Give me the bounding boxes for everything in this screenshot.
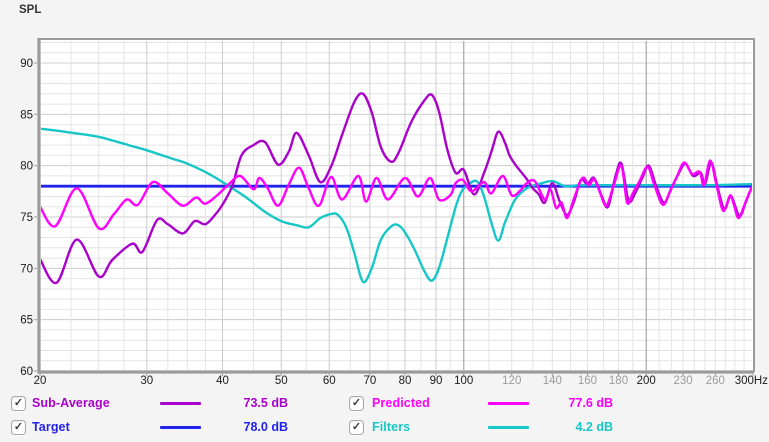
predicted-db-value: 77.6 dB bbox=[568, 396, 613, 410]
sub-average-label: Sub-Average bbox=[32, 396, 110, 410]
svg-text:300Hz: 300Hz bbox=[735, 375, 768, 387]
svg-text:180: 180 bbox=[609, 375, 628, 387]
predicted-line-swatch bbox=[488, 402, 529, 405]
filters-label: Filters bbox=[372, 420, 411, 434]
svg-text:260: 260 bbox=[706, 375, 725, 387]
sub-average-db-value: 73.5 dB bbox=[243, 396, 288, 410]
plot-frame-top-right bbox=[39, 38, 755, 372]
predicted-checkbox[interactable]: ✓ bbox=[349, 396, 364, 411]
predicted-label: Predicted bbox=[372, 396, 430, 410]
svg-text:70: 70 bbox=[363, 375, 376, 387]
curves bbox=[41, 92, 752, 284]
x-axis-tick-labels: 20 30 40 50 60 70 80 90 100 120 140 160 180 200 230 260… bbox=[34, 373, 768, 387]
svg-text:40: 40 bbox=[216, 375, 229, 387]
svg-text:80: 80 bbox=[20, 161, 33, 173]
svg-text:85: 85 bbox=[20, 109, 33, 121]
svg-text:70: 70 bbox=[20, 263, 33, 275]
filters-checkbox[interactable]: ✓ bbox=[349, 420, 364, 435]
svg-text:SPL: SPL bbox=[19, 4, 41, 16]
svg-text:230: 230 bbox=[673, 375, 692, 387]
svg-text:90: 90 bbox=[20, 58, 33, 70]
svg-text:20: 20 bbox=[34, 375, 47, 387]
svg-text:120: 120 bbox=[502, 375, 521, 387]
svg-text:100: 100 bbox=[454, 375, 473, 387]
svg-text:30: 30 bbox=[140, 375, 153, 387]
svg-text:50: 50 bbox=[275, 375, 288, 387]
svg-text:140: 140 bbox=[543, 375, 562, 387]
svg-text:75: 75 bbox=[20, 212, 33, 224]
y-axis-tick-labels: 90 85 80 75 70 65 60 bbox=[20, 58, 37, 378]
svg-text:90: 90 bbox=[430, 375, 443, 387]
vertical-gridlines bbox=[70, 41, 745, 370]
legend-row-target: ✓ Target 78.0 dB bbox=[0, 419, 769, 437]
y-axis-title: SPL bbox=[19, 4, 41, 16]
svg-text:200: 200 bbox=[637, 375, 656, 387]
legend-row-predicted: ✓ Predicted 77.6 dB bbox=[0, 395, 769, 413]
filters-db-value: 4.2 dB bbox=[575, 420, 613, 434]
svg-text:80: 80 bbox=[399, 375, 412, 387]
predicted-curve bbox=[41, 159, 752, 231]
filters-line-swatch bbox=[488, 426, 529, 429]
spl-frequency-response-plot: 20 30 40 50 60 70 80 90 100 120 140 160 180 200 230 260… bbox=[19, 4, 768, 387]
legend-row-sub-average: ✓ Sub-Average 73.5 dB bbox=[0, 395, 769, 413]
sub-average-checkbox[interactable]: ✓ bbox=[11, 396, 26, 411]
target-line-swatch bbox=[160, 426, 201, 429]
svg-text:60: 60 bbox=[323, 375, 336, 387]
plot-background bbox=[40, 40, 753, 371]
svg-text:65: 65 bbox=[20, 315, 33, 327]
target-checkbox[interactable]: ✓ bbox=[11, 420, 26, 435]
sub-average-line-swatch bbox=[160, 402, 201, 405]
svg-text:160: 160 bbox=[578, 375, 597, 387]
svg-text:60: 60 bbox=[20, 366, 33, 378]
target-label: Target bbox=[32, 420, 70, 434]
target-db-value: 78.0 dB bbox=[243, 420, 288, 434]
legend-row-filters: ✓ Filters 4.2 dB bbox=[0, 419, 769, 437]
sub-average-curve bbox=[41, 92, 752, 284]
plot-frame-left-bottom bbox=[37, 38, 754, 374]
filters-curve bbox=[41, 127, 752, 284]
